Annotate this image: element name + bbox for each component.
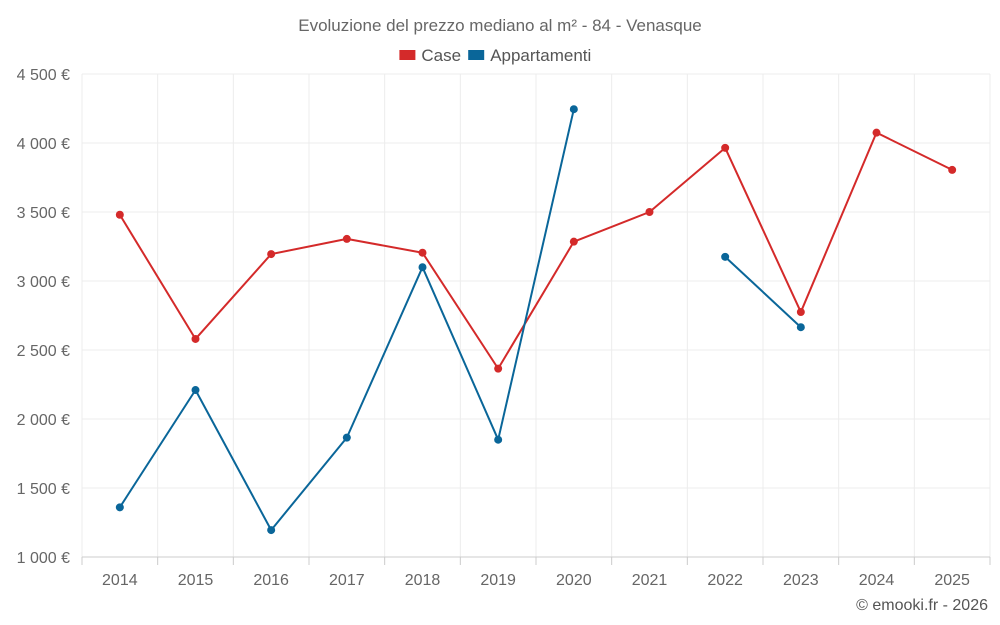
legend-swatch: [468, 50, 485, 60]
data-point[interactable]: [418, 248, 427, 257]
y-tick-label: 2 000 €: [17, 412, 70, 429]
x-gridlines: [81, 74, 991, 557]
y-tick-label: 1 000 €: [17, 550, 70, 567]
legend: Case Appartamenti: [399, 46, 591, 65]
y-tick-label: 4 500 €: [17, 67, 70, 84]
data-point[interactable]: [721, 143, 730, 152]
y-axis-ticks: 1 000 € 1 500 € 2 000 € 2 500 € 3 000 € 3 500…: [17, 67, 70, 567]
data-point[interactable]: [721, 252, 730, 261]
credit-text: © emooki.fr - 2026: [856, 597, 988, 614]
x-tick-label: 2025: [934, 572, 970, 589]
data-point[interactable]: [418, 263, 427, 272]
data-point[interactable]: [948, 165, 957, 174]
data-point[interactable]: [342, 433, 351, 442]
data-point[interactable]: [342, 234, 351, 243]
y-tick-label: 3 000 €: [17, 274, 70, 291]
x-tick-label: 2016: [253, 572, 289, 589]
data-point[interactable]: [796, 308, 805, 317]
data-point[interactable]: [872, 128, 881, 137]
data-point[interactable]: [191, 386, 200, 395]
x-tick-label: 2021: [632, 572, 668, 589]
x-tick-label: 2019: [480, 572, 516, 589]
series-line: [118, 131, 953, 370]
legend-swatch: [399, 50, 416, 60]
data-point[interactable]: [494, 435, 503, 444]
legend-label: Case: [421, 46, 461, 65]
data-point[interactable]: [115, 210, 124, 219]
x-tick-label: 2022: [707, 572, 743, 589]
series-appartamenti: [115, 105, 805, 535]
x-tick-label: 2018: [405, 572, 441, 589]
data-point[interactable]: [796, 323, 805, 332]
legend-label: Appartamenti: [490, 46, 591, 65]
data-point[interactable]: [267, 526, 276, 535]
data-point[interactable]: [494, 364, 503, 373]
data-point[interactable]: [115, 503, 124, 512]
y-tick-label: 4 000 €: [17, 136, 70, 153]
data-point[interactable]: [569, 105, 578, 114]
data-point[interactable]: [267, 250, 276, 259]
data-point[interactable]: [191, 334, 200, 343]
y-tick-label: 2 500 €: [17, 343, 70, 360]
x-tick-label: 2015: [178, 572, 214, 589]
series-line: [724, 256, 802, 328]
x-tick-label: 2014: [102, 572, 138, 589]
data-point[interactable]: [569, 237, 578, 246]
chart-title: Evoluzione del prezzo mediano al m² - 84…: [298, 16, 702, 35]
legend-item-case[interactable]: Case: [399, 46, 461, 65]
x-axis-ticks: 2014 2015 2016 2017 2018 2019 2020 2021 2022 2023…: [81, 557, 991, 589]
y-tick-label: 1 500 €: [17, 481, 70, 498]
x-tick-label: 2020: [556, 572, 592, 589]
legend-item-appartamenti[interactable]: Appartamenti: [468, 46, 591, 65]
x-tick-label: 2017: [329, 572, 365, 589]
series-case: [115, 128, 957, 373]
x-tick-label: 2024: [859, 572, 895, 589]
y-tick-label: 3 500 €: [17, 205, 70, 222]
series-line: [118, 108, 575, 532]
x-tick-label: 2023: [783, 572, 819, 589]
series-layer: [115, 105, 957, 535]
data-point[interactable]: [645, 208, 654, 216]
